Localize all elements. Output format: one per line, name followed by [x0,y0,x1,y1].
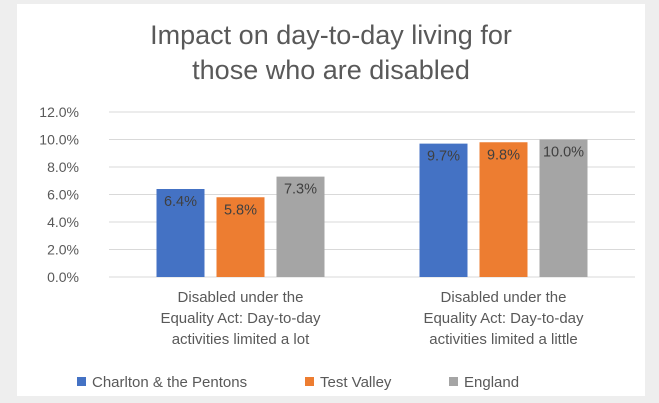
category-label: Disabled under the [178,289,304,306]
y-tick-label: 10.0% [39,132,79,148]
category-label: activities limited a lot [172,331,310,348]
bar-chart: Impact on day-to-day living for those wh… [39,20,635,391]
data-label: 10.0% [543,145,584,161]
category-label: Disabled under the [441,289,567,306]
legend-swatch [305,377,314,386]
category-label: Equality Act: Day-to-day [423,310,584,327]
chart-title-line-1: Impact on day-to-day living for [150,20,512,50]
bar [216,197,265,277]
data-labels: 6.4% 5.8% 7.3% 9.7% 9.8% 10.0% [164,145,584,219]
data-label: 7.3% [284,182,317,198]
bar [419,143,468,277]
data-label: 9.7% [427,149,460,165]
data-label: 6.4% [164,194,197,210]
legend-label: England [464,374,519,391]
data-label: 9.8% [487,147,520,163]
bar [539,139,588,277]
y-tick-label: 8.0% [47,159,79,175]
y-tick-label: 6.0% [47,187,79,203]
y-axis-tick-labels: 0.0% 2.0% 4.0% 6.0% 8.0% 10.0% 12.0% [39,104,79,285]
data-label: 5.8% [224,202,257,218]
bar [479,142,528,277]
category-label: activities limited a little [429,331,577,348]
chart-frame: Impact on day-to-day living for those wh… [17,4,645,396]
category-label: Equality Act: Day-to-day [160,310,321,327]
category-labels: Disabled under the Equality Act: Day-to-d… [160,289,584,348]
bars [156,139,588,277]
y-tick-label: 4.0% [47,214,79,230]
bar [276,176,325,277]
y-tick-label: 2.0% [47,242,79,258]
y-tick-label: 12.0% [39,104,79,120]
legend: Charlton & the Pentons Test Valley England [77,374,519,391]
legend-swatch [77,377,86,386]
legend-swatch [449,377,458,386]
bar [156,189,205,277]
legend-label: Charlton & the Pentons [92,374,247,391]
y-tick-label: 0.0% [47,269,79,285]
chart-title-line-2: those who are disabled [192,55,470,85]
legend-label: Test Valley [320,374,392,391]
